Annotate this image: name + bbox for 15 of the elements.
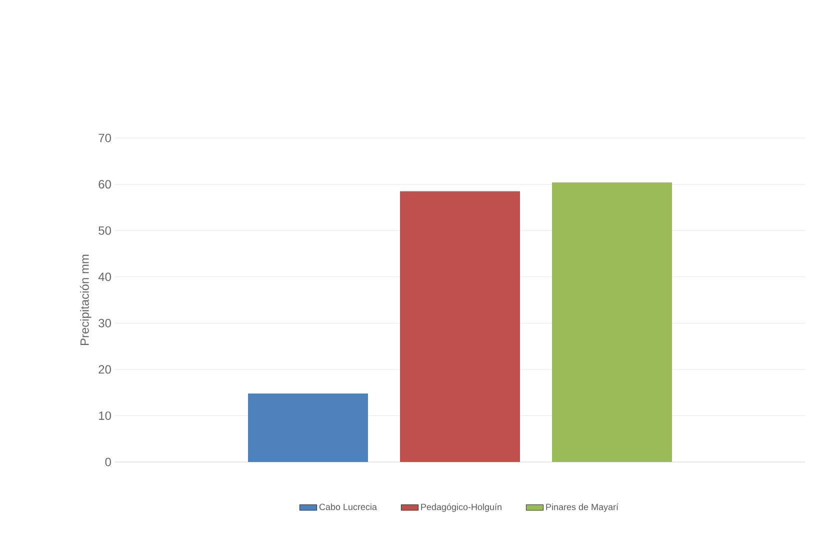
legend-label: Pinares de Mayarí (546, 503, 618, 512)
y-tick-label: 50 (98, 226, 112, 235)
bar (248, 393, 368, 462)
legend-label: Cabo Lucrecia (319, 503, 377, 510)
legend-label: Pedagógico-Holguín (421, 503, 502, 512)
y-tick-label: 0 (105, 458, 112, 466)
y-tick-label: 40 (98, 272, 112, 282)
y-tick-label: 10 (99, 411, 112, 420)
y-tick-label: 30 (98, 318, 112, 328)
y-tick-label: 60 (98, 180, 112, 189)
bar (400, 191, 520, 462)
y-tick-label: 70 (98, 134, 112, 142)
y-tick-label: 20 (98, 365, 112, 374)
y-axis-title: Precipitación mm (80, 254, 92, 346)
bar (552, 182, 672, 462)
